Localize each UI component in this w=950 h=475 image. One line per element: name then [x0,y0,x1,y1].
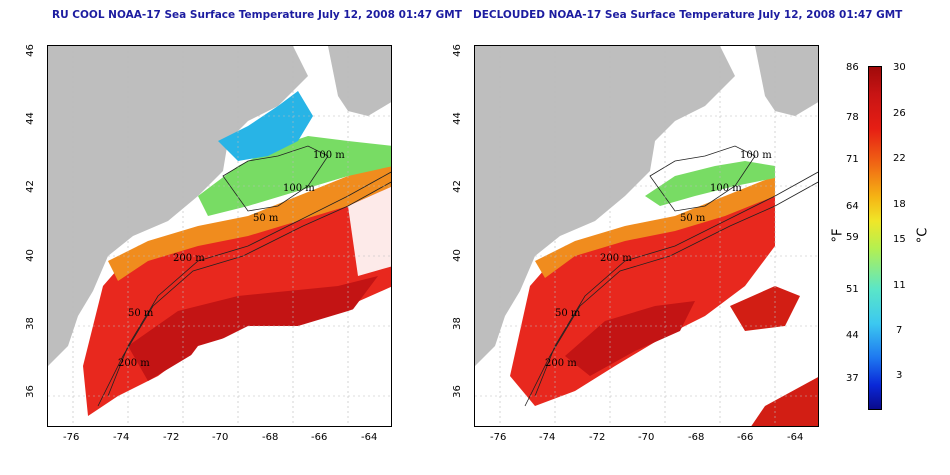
c-tick: 18 [893,199,906,210]
left-sst-map: 100 m 100 m 50 m 200 m 50 m 200 m [48,46,391,426]
contour-label-50m-2: 50 m [128,308,154,319]
y-tick: 46 [451,44,463,57]
x-tick: -66 [311,432,328,443]
contour-label-200m-2: 200 m [118,358,150,369]
nova-scotia-land [755,46,818,116]
left-map-panel[interactable]: 100 m 100 m 50 m 200 m 50 m 200 m [47,45,392,427]
f-tick: 59 [846,232,859,243]
contour-label-50m-2: 50 m [555,308,581,319]
c-tick: 15 [893,234,906,245]
contour-label-50m: 50 m [253,213,279,224]
c-tick: 30 [893,62,906,73]
shelf-water [535,176,775,278]
x-tick: -76 [63,432,80,443]
y-tick: 38 [451,317,463,330]
warm-patch-south [751,377,818,426]
land-mass [475,46,735,366]
contour-label-100m: 100 m [313,150,345,161]
cold-water [218,91,313,161]
c-tick: 22 [893,153,906,164]
f-tick: 51 [846,284,859,295]
c-tick: 26 [893,108,906,119]
contour-label-200m-2: 200 m [545,358,577,369]
cloud-cover [148,296,391,426]
c-tick: 3 [896,370,903,381]
contour-label-200m: 200 m [600,253,632,264]
right-sst-map: 100 m 100 m 50 m 200 m 50 m 200 m [475,46,818,426]
x-tick: -68 [262,432,279,443]
y-tick: 40 [451,249,463,262]
f-tick: 71 [846,154,859,165]
x-tick: -64 [787,432,804,443]
contour-label-100m: 100 m [740,150,772,161]
x-tick: -72 [163,432,180,443]
x-tick: -64 [361,432,378,443]
contour-label-100m-2: 100 m [283,183,315,194]
y-tick: 38 [24,317,36,330]
contour-label-50m: 50 m [680,213,706,224]
y-tick: 42 [24,180,36,193]
right-map-title: DECLOUDED NOAA-17 Sea Surface Temperatur… [473,9,903,21]
cloud-patch [348,186,391,276]
y-tick: 36 [24,385,36,398]
x-tick: -76 [490,432,507,443]
shelf-water [108,161,391,281]
contour-label-200m: 200 m [173,253,205,264]
x-tick: -68 [688,432,705,443]
contour-label-100m-2: 100 m [710,183,742,194]
gulf-stream-core [128,276,378,381]
y-tick: 44 [451,112,463,125]
cool-water [645,161,775,206]
c-tick: 11 [893,280,906,291]
gulf-stream-core [565,301,695,376]
x-tick: -70 [212,432,229,443]
left-map-title: RU COOL NOAA-17 Sea Surface Temperature … [52,9,462,21]
right-map-panel[interactable]: 100 m 100 m 50 m 200 m 50 m 200 m [474,45,819,427]
celsius-label: °C [915,227,931,244]
cool-water [198,136,391,216]
y-tick: 46 [24,44,36,57]
warm-patch-east [730,286,800,331]
x-tick: -74 [539,432,556,443]
f-tick: 37 [846,373,859,384]
f-tick: 44 [846,330,859,341]
x-tick: -72 [589,432,606,443]
f-tick: 64 [846,201,859,212]
temperature-colorbar [868,66,882,410]
x-tick: -70 [638,432,655,443]
y-tick: 40 [24,249,36,262]
c-tick: 7 [896,325,903,336]
y-tick: 44 [24,112,36,125]
f-tick: 86 [846,62,859,73]
x-tick: -74 [113,432,130,443]
y-tick: 36 [451,385,463,398]
f-tick: 78 [846,112,859,123]
x-tick: -66 [737,432,754,443]
y-tick: 42 [451,180,463,193]
fahrenheit-label: °F [830,228,846,243]
land-mass [48,46,308,366]
nova-scotia-land [328,46,391,116]
